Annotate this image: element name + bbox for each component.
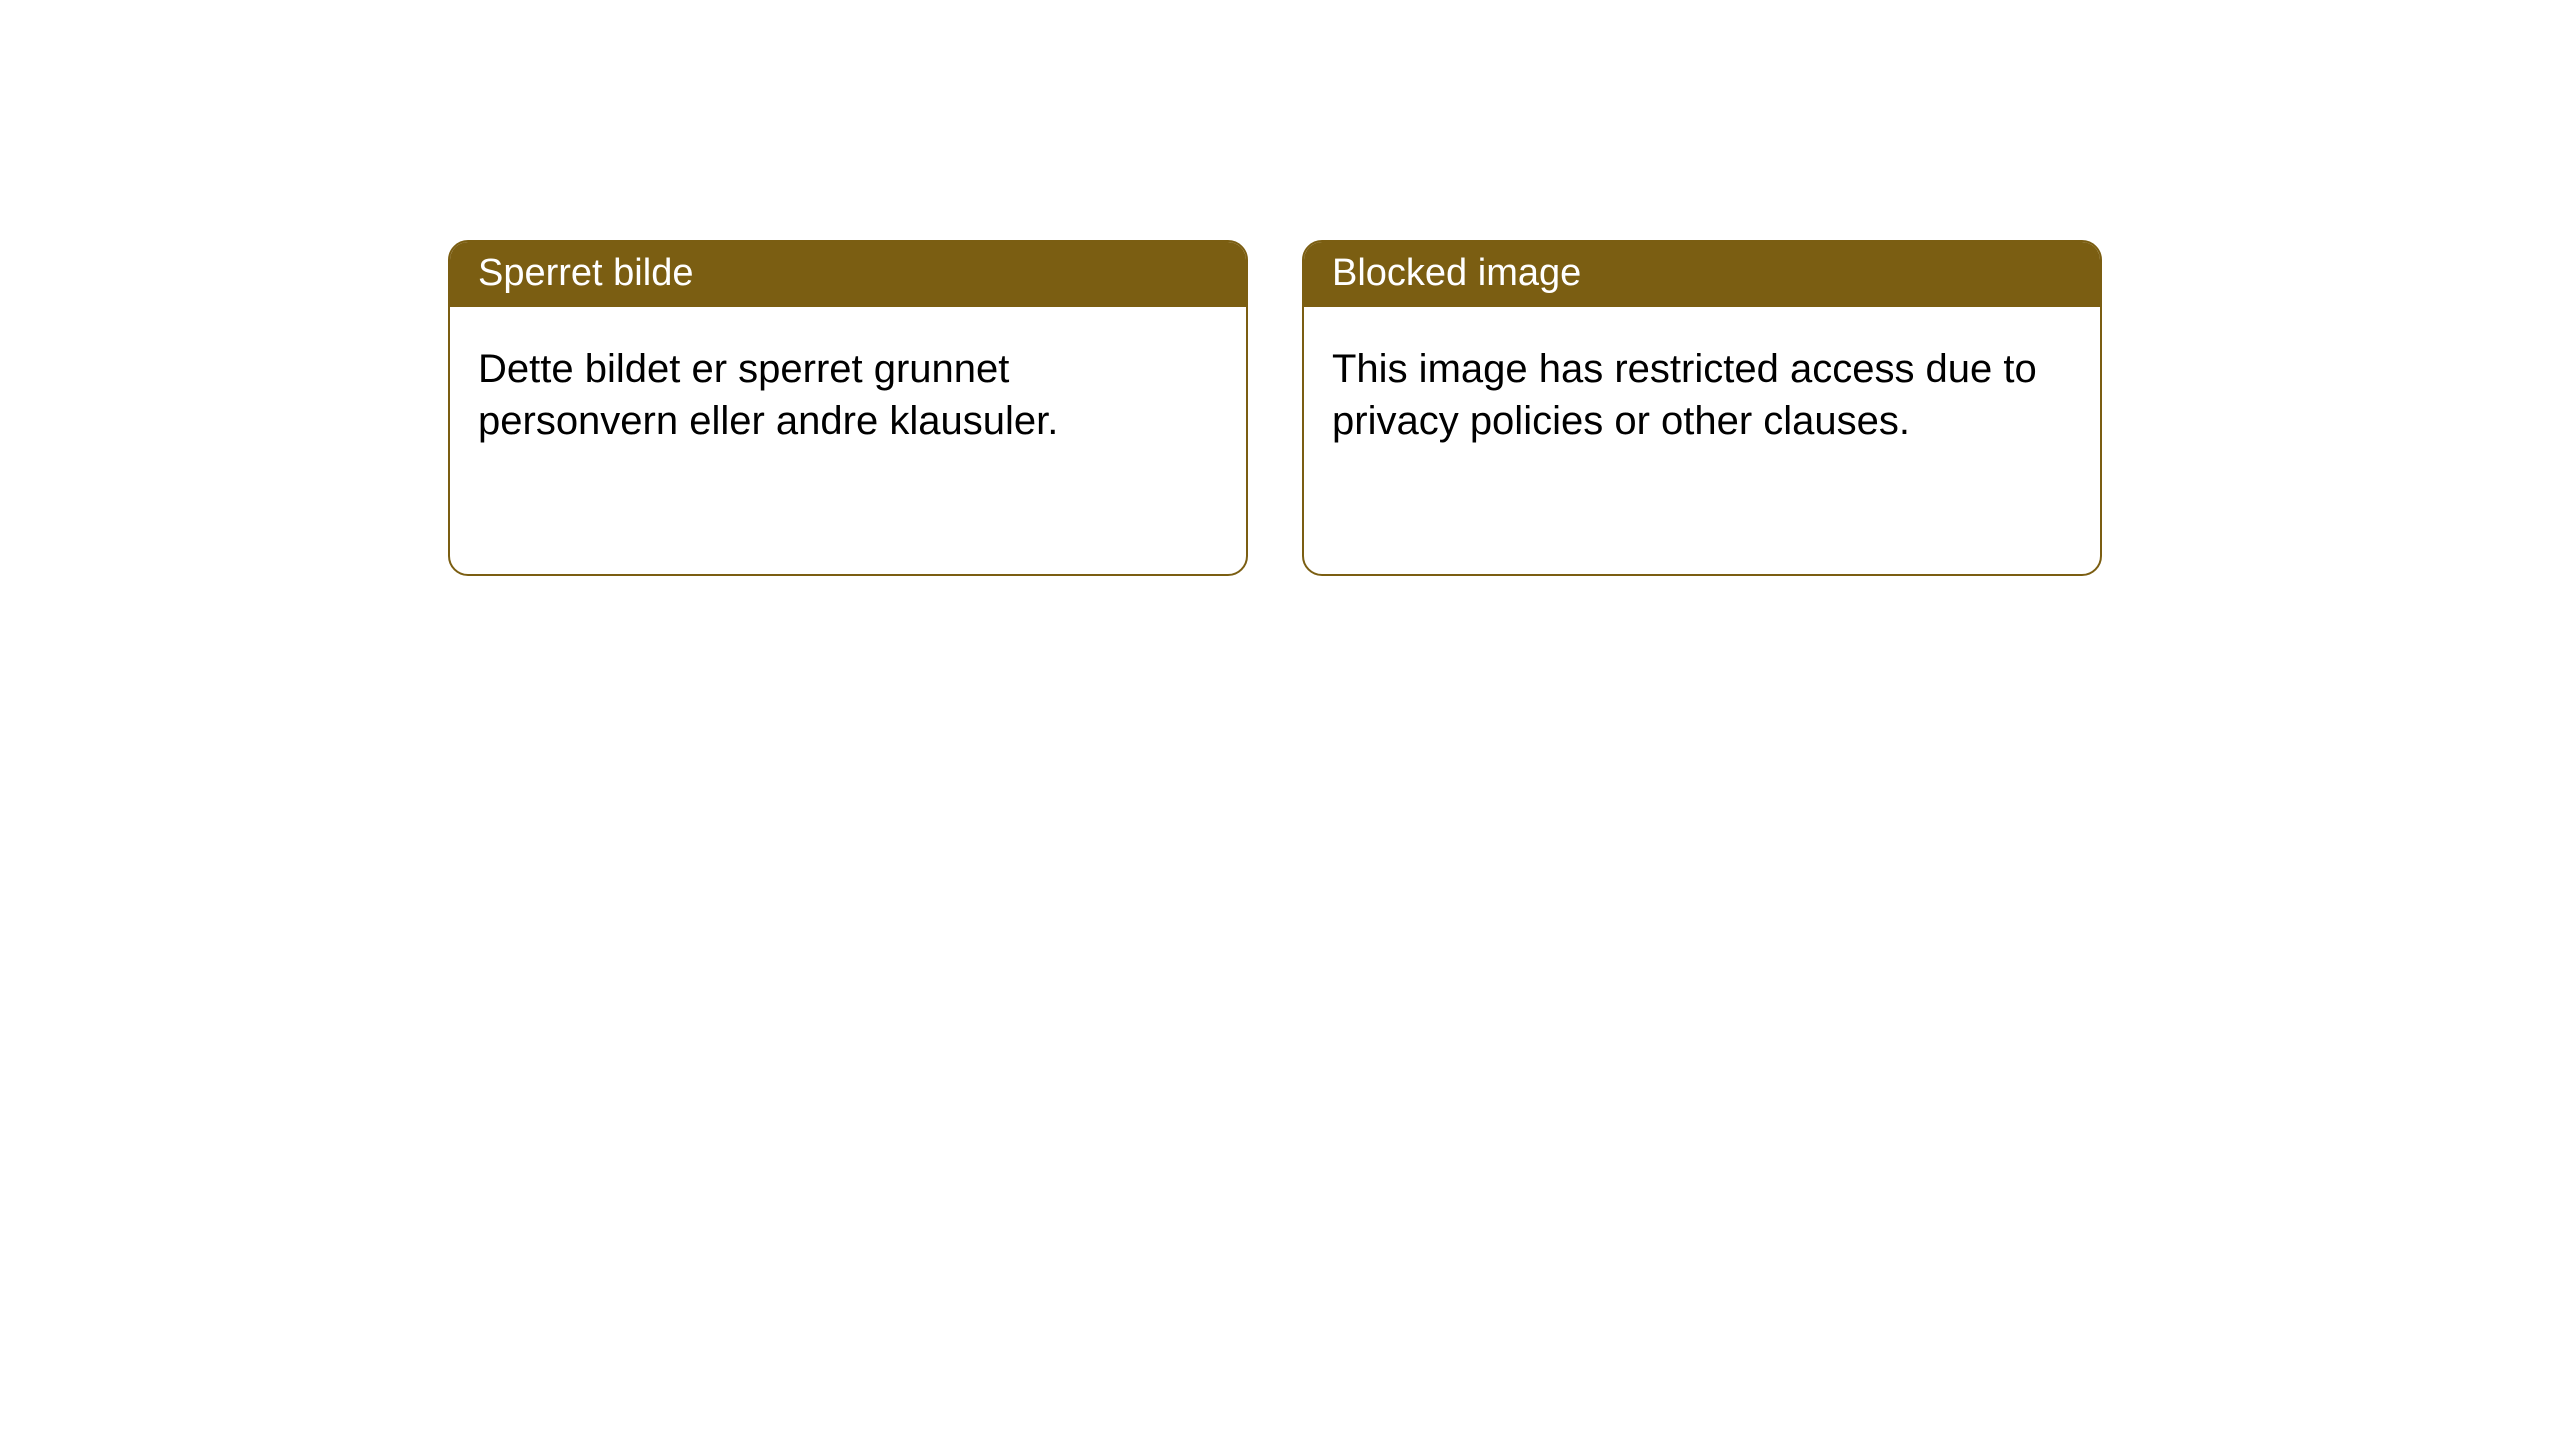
notice-card-norwegian: Sperret bilde Dette bildet er sperret gr… <box>448 240 1248 576</box>
notice-title: Sperret bilde <box>450 242 1246 307</box>
notice-card-english: Blocked image This image has restricted … <box>1302 240 2102 576</box>
notice-container: Sperret bilde Dette bildet er sperret gr… <box>0 0 2560 576</box>
notice-body: Dette bildet er sperret grunnet personve… <box>450 307 1246 483</box>
notice-title: Blocked image <box>1304 242 2100 307</box>
notice-body: This image has restricted access due to … <box>1304 307 2100 483</box>
